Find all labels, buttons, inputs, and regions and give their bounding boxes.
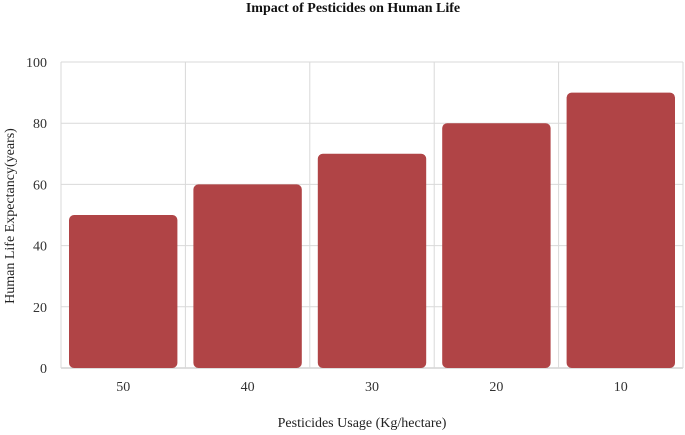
x-tick-label: 20 [489, 380, 503, 395]
x-tick-label: 40 [241, 380, 255, 395]
y-tick-label: 0 [40, 362, 47, 377]
y-tick-label: 40 [33, 240, 47, 255]
bar [566, 92, 675, 368]
y-tick-label: 60 [33, 178, 47, 193]
y-tick-label: 100 [26, 56, 47, 71]
x-axis-label: Pesticides Usage (Kg/hectare) [278, 416, 447, 431]
x-tick-label: 30 [365, 380, 379, 395]
y-axis-ticks: 0 20 40 60 80 100 [26, 56, 47, 377]
y-axis-label: Human Life Expectancy(years) [3, 128, 18, 304]
bar [317, 153, 427, 368]
x-axis-ticks: 50 40 30 20 10 [116, 380, 628, 395]
x-tick-label: 10 [614, 380, 628, 395]
x-tick-label: 50 [116, 380, 130, 395]
y-tick-label: 20 [33, 301, 47, 316]
y-tick-label: 80 [33, 117, 47, 132]
chart-title: Impact of Pesticides on Human Life [246, 1, 460, 16]
bar [442, 123, 551, 368]
bar [69, 215, 178, 368]
bars [69, 92, 675, 368]
bar [193, 184, 302, 368]
